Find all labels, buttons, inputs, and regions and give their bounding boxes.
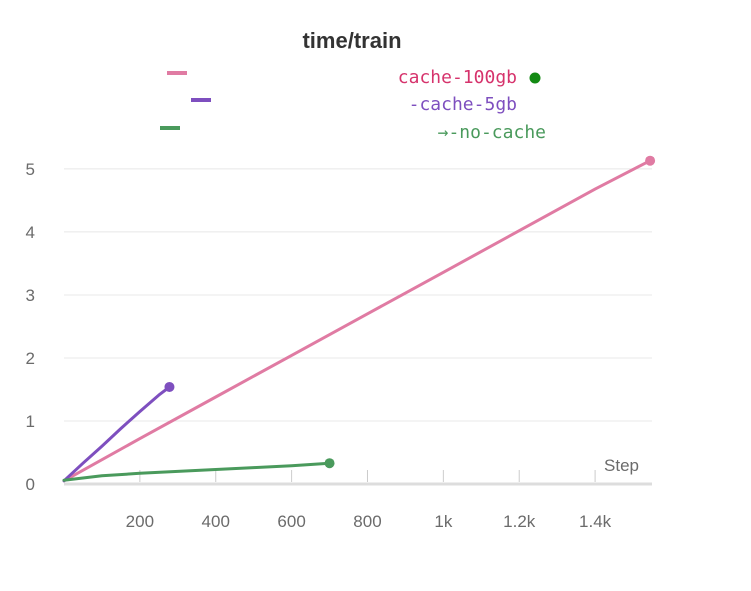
x-axis-ticks: 200 400 600 800 1k 1.2k 1.4k [126,470,612,531]
y-tick-label: 3 [26,286,35,305]
legend-label-cache-100gb[interactable]: cache-100gb [398,67,517,88]
series-endpoint-cache-5gb[interactable] [164,381,175,392]
y-tick-label: 0 [26,475,35,494]
x-tick-label: 1.4k [579,512,612,531]
y-axis-ticks: 0 1 2 3 4 5 [26,160,35,494]
series-endpoint-cache-100gb[interactable] [645,155,656,166]
series [62,155,656,483]
x-tick-label: 1.2k [503,512,536,531]
legend-status-dot [529,72,541,84]
series-line-no-cache[interactable] [62,461,331,482]
x-tick-label: 400 [202,512,230,531]
y-tick-label: 2 [26,349,35,368]
x-tick-label: 200 [126,512,154,531]
x-tick-label: 800 [353,512,381,531]
y-tick-label: 4 [26,223,35,242]
legend-label-cache-5gb[interactable]: -cache-5gb [409,94,517,115]
series-line-cache-5gb[interactable] [62,385,171,483]
y-tick-label: 5 [26,160,35,179]
series-line-cache-100gb[interactable] [62,159,652,483]
legend-swatch-no-cache[interactable] [160,126,180,130]
gridlines [64,168,652,422]
chart-title: time/train [302,28,401,53]
legend-swatch-cache-5gb[interactable] [191,98,211,102]
legend-label-no-cache[interactable]: →-no-cache [438,122,546,143]
y-tick-label: 1 [26,412,35,431]
legend-swatch-cache-100gb[interactable] [167,71,187,75]
x-tick-label: 600 [277,512,305,531]
series-endpoint-no-cache[interactable] [324,458,335,469]
x-tick-label: 1k [434,512,452,531]
x-axis-label: Step [604,456,639,475]
legend: cache-100gb -cache-5gb →-no-cache [160,67,546,143]
